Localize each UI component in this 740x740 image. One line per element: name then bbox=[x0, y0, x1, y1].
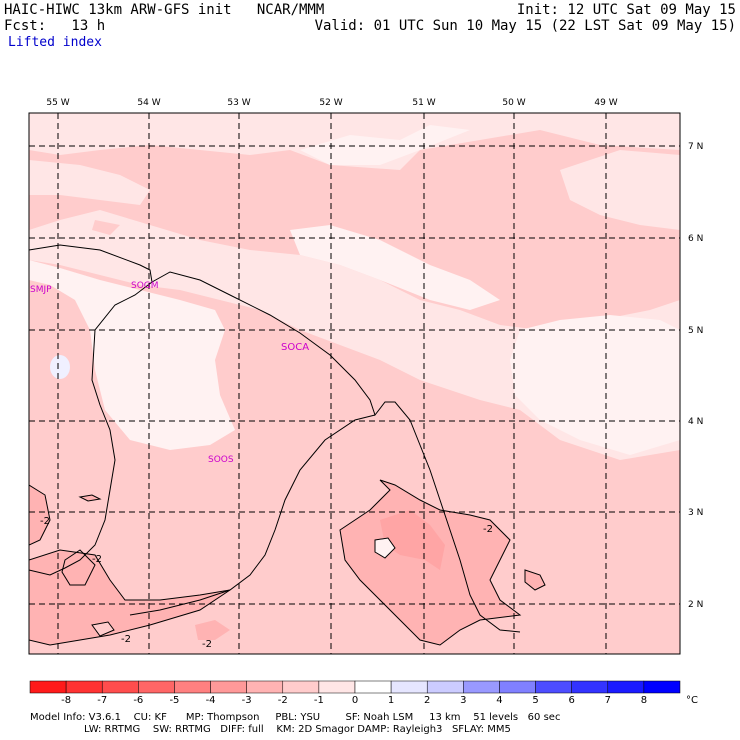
model-info-line2: LW: RRTMG SW: RRTMG DIFF: full KM: 2D Sm… bbox=[30, 724, 511, 735]
lon-label: 51 W bbox=[412, 98, 435, 108]
colorbar-swatch bbox=[607, 680, 645, 694]
colorbar-tick-label: -1 bbox=[314, 695, 324, 706]
colorbar-tick-label: -7 bbox=[97, 695, 107, 706]
lon-label: 49 W bbox=[594, 98, 617, 108]
colorbar-swatch bbox=[29, 680, 67, 694]
contour-label: -2 bbox=[121, 634, 131, 645]
header-title: HAIC-HIWC 13km ARW-GFS init NCAR/MMM bbox=[4, 2, 325, 18]
colorbar-unit: °C bbox=[686, 695, 698, 706]
colorbar-swatch bbox=[354, 680, 392, 694]
colorbar-tick-label: 7 bbox=[605, 695, 611, 706]
colorbar-tick-label: -6 bbox=[133, 695, 143, 706]
lat-label: 7 N bbox=[688, 142, 703, 152]
lon-label: 54 W bbox=[137, 98, 160, 108]
lat-lon-grid bbox=[29, 113, 680, 654]
lon-label: 55 W bbox=[46, 98, 69, 108]
lat-label: 4 N bbox=[688, 417, 703, 427]
colorbar-tick-label: -3 bbox=[242, 695, 252, 706]
contour-label: -2 bbox=[40, 516, 50, 527]
colorbar-swatch bbox=[210, 680, 247, 694]
colorbar-swatch bbox=[101, 680, 139, 694]
colorbar-swatch bbox=[138, 680, 175, 694]
contour-label: -2 bbox=[483, 524, 493, 535]
station-label-sogm: SOGM bbox=[131, 281, 159, 291]
colorbar-tick-label: 0 bbox=[352, 695, 358, 706]
plot-frame bbox=[28, 112, 681, 655]
contour-label: -2 bbox=[92, 554, 102, 565]
field-name: Lifted index bbox=[8, 35, 102, 50]
colorbar-tick-label: 8 bbox=[641, 695, 647, 706]
colorbar-swatch bbox=[282, 680, 320, 694]
model-info-line1: Model Info: V3.6.1 CU: KF MP: Thompson P… bbox=[30, 712, 561, 723]
colorbar-swatch bbox=[390, 680, 428, 694]
colorbar-swatch bbox=[499, 680, 536, 694]
colorbar-swatch bbox=[463, 680, 500, 694]
colorbar-tick-label: -5 bbox=[169, 695, 179, 706]
contour-label: -2 bbox=[202, 639, 212, 650]
lat-label: 2 N bbox=[688, 600, 703, 610]
forecast-hour: Fcst: 13 h bbox=[4, 18, 106, 34]
valid-time: Valid: 01 UTC Sun 10 May 15 (22 LST Sat … bbox=[314, 18, 736, 34]
colorbar-swatch bbox=[571, 680, 609, 694]
lat-label: 5 N bbox=[688, 326, 703, 336]
lon-label: 53 W bbox=[227, 98, 250, 108]
colorbar-tick-label: 4 bbox=[496, 695, 502, 706]
colorbar-tick-label: 5 bbox=[532, 695, 538, 706]
init-time: Init: 12 UTC Sat 09 May 15 bbox=[516, 2, 736, 18]
colorbar-swatch bbox=[174, 680, 211, 694]
station-label-soos: SOOS bbox=[208, 455, 234, 465]
station-label-smjp: SMJP bbox=[30, 285, 52, 295]
station-label-soca: SOCA bbox=[281, 342, 309, 353]
coastline bbox=[28, 244, 521, 633]
colorbar-swatch bbox=[643, 680, 681, 694]
lon-label: 50 W bbox=[502, 98, 525, 108]
colorbar-swatch bbox=[318, 680, 356, 694]
colorbar-tick-label: 6 bbox=[568, 695, 574, 706]
colorbar: -8 -7 -6 -5 -4 -3 -2 -1 0 1 2 3 4 5 6 7 8 °C bbox=[29, 680, 698, 706]
colorbar-tick-label: 3 bbox=[460, 695, 466, 706]
colorbar-tick-label: -8 bbox=[61, 695, 71, 706]
lon-label: 52 W bbox=[319, 98, 342, 108]
contour-lines bbox=[29, 479, 546, 646]
colorbar-swatch bbox=[65, 680, 103, 694]
colorbar-tick-label: -2 bbox=[278, 695, 288, 706]
colorbar-tick-label: 2 bbox=[424, 695, 430, 706]
lat-label: 3 N bbox=[688, 508, 703, 518]
colorbar-swatch bbox=[535, 680, 572, 694]
colorbar-swatch bbox=[246, 680, 284, 694]
colorbar-tick-label: -4 bbox=[206, 695, 216, 706]
lat-label: 6 N bbox=[688, 234, 703, 244]
colorbar-tick-label: 1 bbox=[388, 695, 394, 706]
colorbar-swatch bbox=[426, 680, 464, 694]
